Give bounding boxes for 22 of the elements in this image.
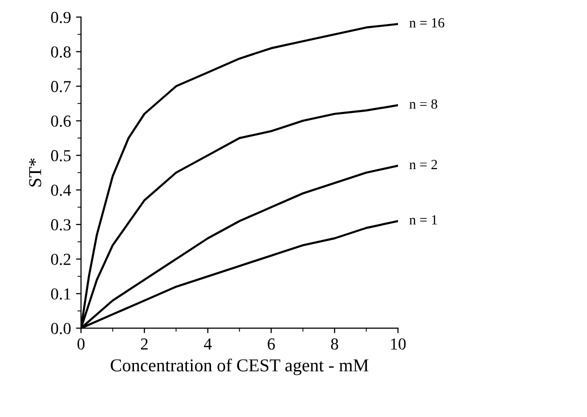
series-label: n = 1 — [409, 215, 437, 224]
y-axis-title: ST* — [29, 158, 42, 186]
y-tick-label: 0.0 — [51, 322, 71, 334]
x-tick-label: 4 — [204, 338, 212, 350]
y-tick-label: 0.8 — [51, 46, 71, 58]
x-tick-label: 10 — [391, 338, 406, 350]
y-tick-label: 0.2 — [51, 254, 70, 266]
y-tick-label: 0.3 — [51, 219, 71, 231]
x-axis-title: Concentration of CEST agent - mM — [110, 358, 368, 376]
y-tick-label: 0.4 — [51, 184, 72, 196]
series-label: n = 8 — [409, 99, 438, 109]
y-tick-label: 0.7 — [51, 80, 71, 92]
x-tick-label: 6 — [268, 338, 275, 350]
y-tick-label: 0.5 — [51, 150, 71, 162]
x-tick-label: 2 — [140, 338, 148, 350]
y-tick-label: 0.9 — [51, 12, 71, 24]
y-tick-label: 0.1 — [51, 288, 70, 300]
series-label: n = 2 — [409, 160, 437, 170]
series-label: n = 16 — [409, 18, 444, 28]
x-tick-label: 0 — [77, 338, 85, 350]
x-tick-label: 8 — [331, 338, 338, 350]
y-tick-label: 0.6 — [51, 115, 71, 127]
